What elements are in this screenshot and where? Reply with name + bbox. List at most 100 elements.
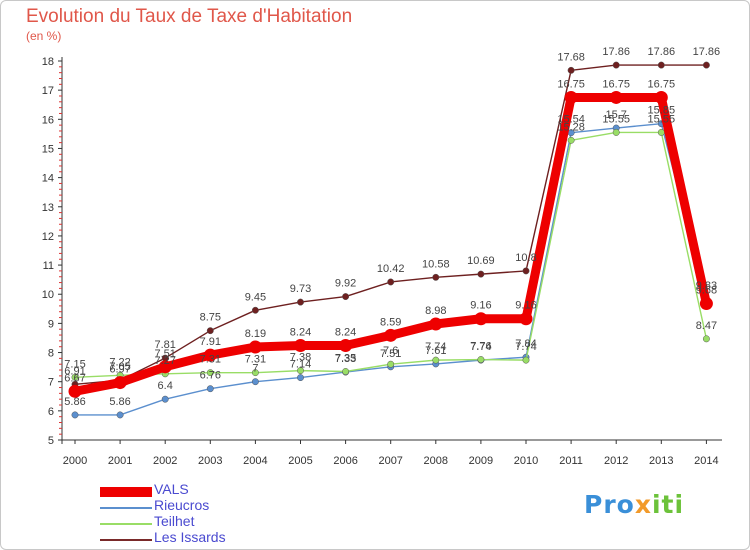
data-label: 6.67: [64, 372, 85, 384]
data-label: 9.16: [470, 300, 491, 312]
data-point: [567, 66, 575, 74]
y-tick-label: 11: [43, 260, 54, 272]
data-label: 7.05: [109, 361, 130, 373]
data-label: 7.27: [154, 355, 175, 367]
x-tick-label: 2009: [469, 455, 493, 467]
data-label: 9.92: [335, 278, 356, 290]
legend-swatch: [100, 523, 152, 525]
data-point: [657, 61, 665, 69]
data-point: [251, 369, 259, 377]
x-tick-label: 2007: [378, 455, 402, 467]
data-point: [251, 306, 259, 314]
data-point: [612, 61, 620, 69]
data-label: 7.51: [380, 348, 401, 360]
logo-part: Pro: [584, 490, 635, 519]
legend-label: VALS: [154, 481, 189, 497]
data-point: [387, 360, 395, 368]
y-tick-label: 6: [48, 406, 54, 418]
y-tick-label: 14: [42, 173, 54, 185]
data-point: [297, 367, 304, 375]
data-point: [206, 385, 214, 393]
data-point: [387, 278, 395, 286]
x-tick-label: 2010: [514, 455, 538, 467]
data-label: 7.76: [470, 341, 491, 353]
data-label: 6.97: [109, 364, 130, 376]
x-tick-label: 2001: [108, 455, 132, 467]
data-label: 8.75: [200, 312, 221, 324]
x-tick-label: 2013: [649, 455, 673, 467]
data-label: 8.19: [245, 328, 266, 340]
logo-part: x: [634, 490, 652, 519]
data-point: [161, 395, 169, 403]
data-point: [657, 128, 665, 136]
x-tick-label: 2000: [63, 455, 87, 467]
data-label: 17.86: [602, 46, 630, 58]
data-label: 17.68: [557, 51, 585, 63]
y-tick-label: 16: [42, 114, 54, 126]
data-label: 7.74: [515, 341, 536, 353]
data-point: [474, 312, 488, 326]
data-label: 7.61: [425, 345, 446, 357]
data-label: 15.28: [557, 121, 585, 133]
data-point: [158, 360, 172, 374]
data-label: 6.4: [158, 380, 173, 392]
data-point: [251, 378, 259, 386]
data-label: 6.91: [64, 365, 85, 377]
x-tick-label: 2014: [694, 455, 718, 467]
data-label: 15.7: [605, 109, 626, 121]
legend-swatch: [100, 539, 152, 541]
legend-label: Rieucros: [154, 497, 210, 513]
y-tick-label: 12: [42, 231, 54, 243]
data-label: 7.6: [383, 345, 398, 357]
data-label: 9.68: [696, 285, 717, 297]
y-tick-label: 7: [48, 377, 54, 389]
x-tick-label: 2012: [604, 455, 628, 467]
data-point: [297, 374, 304, 382]
data-point: [71, 411, 79, 419]
data-label: 8.24: [335, 327, 356, 339]
data-point: [519, 312, 533, 326]
data-label: 7.22: [109, 356, 130, 368]
x-tick-label: 2011: [559, 455, 583, 467]
data-label: 5.86: [64, 396, 85, 408]
x-tick-label: 2003: [198, 455, 222, 467]
data-point: [71, 373, 79, 381]
data-point: [113, 376, 127, 390]
data-point: [702, 61, 710, 69]
data-label: 15.85: [648, 105, 676, 117]
y-tick-label: 10: [42, 289, 54, 301]
data-point: [116, 411, 124, 419]
data-label: 7.38: [290, 352, 311, 364]
data-point: [522, 267, 530, 275]
y-tick-label: 18: [42, 56, 54, 68]
data-label: 7.91: [200, 336, 221, 348]
y-tick-label: 5: [48, 435, 54, 447]
data-label: 17.86: [648, 46, 676, 58]
data-label: 7.51: [154, 348, 175, 360]
y-tick-label: 13: [42, 202, 54, 214]
data-point: [567, 136, 575, 144]
data-point: [522, 356, 530, 364]
data-point: [609, 90, 623, 104]
data-point: [699, 297, 713, 311]
x-tick-label: 2006: [333, 455, 357, 467]
legend-swatch: [100, 507, 152, 509]
data-label: 8.47: [696, 320, 717, 332]
proxiti-logo: Proxiti: [584, 490, 684, 519]
legend-swatch: [100, 487, 152, 497]
data-label: 6.76: [200, 370, 221, 382]
data-label: 16.75: [557, 78, 585, 90]
data-point: [432, 273, 440, 281]
data-point: [429, 317, 443, 331]
data-label: 9.73: [290, 283, 311, 295]
data-label: 10.8: [515, 252, 536, 264]
data-label: 17.86: [693, 46, 721, 58]
data-label: 7.14: [290, 359, 311, 371]
data-point: [432, 356, 440, 364]
data-point: [68, 384, 82, 398]
data-point: [384, 328, 398, 342]
chart-subtitle: (en %): [26, 29, 62, 43]
data-label: 7.84: [515, 338, 536, 350]
